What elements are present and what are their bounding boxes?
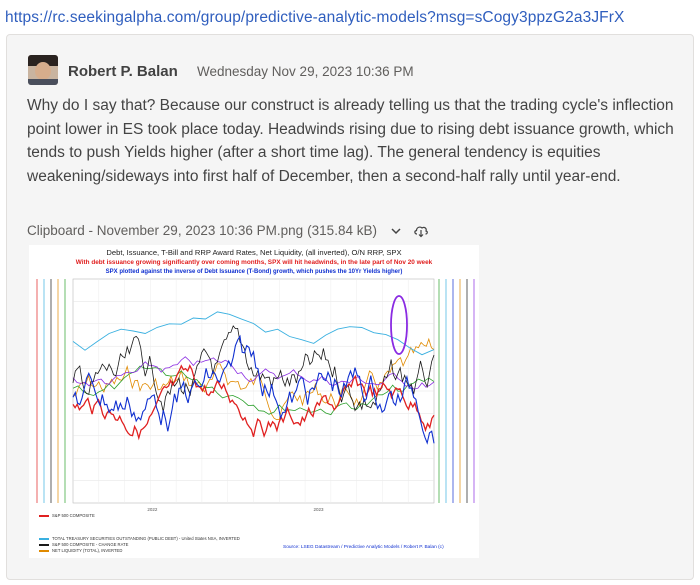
legend-debt: TOTAL TREASURY SECURITIES OUTSTANDING (P… [39, 536, 240, 541]
attachment-bar: Clipboard - November 29, 2023 10:36 PM.p… [27, 223, 429, 238]
chevron-down-icon[interactable] [389, 224, 403, 238]
highlight-circle [390, 295, 408, 355]
series-net-liquidity [72, 337, 435, 421]
author-avatar[interactable] [28, 55, 58, 85]
attachment-size: (315.84 kB) [307, 223, 377, 238]
legend-net-liquidity: NET LIQUIDITY (TOTAL), INVERTED [39, 548, 122, 553]
chart-source: Source: LSEG Datastream / Predictive Ana… [283, 545, 444, 550]
legend-spx-change: S&P 500 COMPOSITE - CHANGE RATE [39, 542, 128, 547]
attachment-filename[interactable]: Clipboard - November 29, 2023 10:36 PM.p… [27, 223, 304, 238]
chart-image[interactable]: Debt, Issuance, T-Bill and RRP Award Rat… [29, 245, 479, 558]
x-tick-label: 2023 [313, 507, 324, 512]
message-timestamp: Wednesday Nov 29, 2023 10:36 PM [197, 64, 414, 79]
chart-subtitle-blue: SPX plotted against the inverse of Debt … [105, 269, 403, 275]
series-spx-change [72, 325, 435, 413]
message-link[interactable]: https://rc.seekingalpha.com/group/predic… [5, 9, 625, 26]
message-body: Why do I say that? Because our construct… [27, 97, 674, 185]
chart-axes: 2022 2023 [36, 278, 475, 512]
chart-plot: 2022 2023 [36, 278, 475, 512]
author-name[interactable]: Robert P. Balan [68, 63, 178, 80]
chart-series [72, 311, 435, 445]
series-purple [72, 356, 435, 390]
chart-title: Debt, Issuance, T-Bill and RRP Award Rat… [106, 248, 402, 257]
chart-subtitle-red: With debt issuance growing significantly… [75, 259, 433, 266]
x-tick-label: 2022 [147, 507, 158, 512]
legend-spx: S&P 500 COMPOSITE [39, 513, 95, 518]
series-blue [72, 334, 435, 445]
cloud-download-icon[interactable] [413, 224, 429, 238]
series-debt [72, 311, 435, 356]
message-card: Robert P. Balan Wednesday Nov 29, 2023 1… [6, 34, 694, 580]
